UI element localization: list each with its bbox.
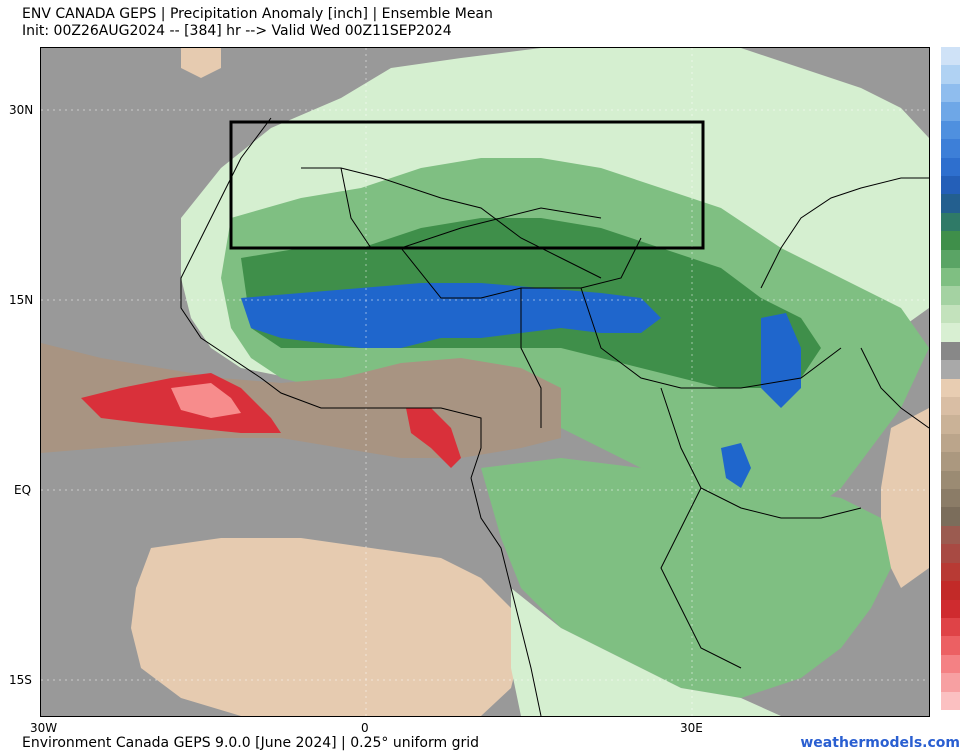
dry-anomaly-cameroon — [406, 408, 461, 468]
rain-core-blue — [241, 283, 661, 348]
grid-lines — [41, 48, 929, 716]
ocean-tan-northwest — [181, 48, 221, 78]
map-area[interactable] — [40, 47, 930, 717]
colorbar-swatch — [941, 194, 960, 214]
land-southern-africa — [511, 588, 781, 716]
colorbar-swatch — [941, 636, 960, 656]
colorbar-swatch — [941, 562, 960, 582]
map-subtitle: Init: 00Z26AUG2024 -- [384] hr --> Valid… — [22, 23, 452, 39]
colorbar-swatch — [941, 544, 960, 564]
model-info-footer: Environment Canada GEPS 9.0.0 [June 2024… — [22, 735, 479, 751]
colorbar-swatch — [941, 378, 960, 398]
colorbar-swatch — [941, 139, 960, 158]
colorbar-swatch — [941, 452, 960, 472]
colorbar-swatch — [941, 654, 960, 674]
lat-label-eq: EQ — [14, 483, 32, 497]
site-link[interactable]: weathermodels.com — [800, 735, 960, 751]
colorbar-swatch — [941, 489, 960, 508]
colorbar-swatch — [941, 231, 960, 251]
colorbar-swatch — [941, 323, 960, 343]
ocean-tan-east — [881, 408, 929, 588]
lon-label-30w: 30W — [30, 721, 58, 735]
country-borders — [180, 117, 929, 716]
lon-label-0: 0 — [361, 721, 369, 735]
lat-label-15n: 15N — [9, 293, 34, 307]
colorbar-swatch — [941, 396, 960, 416]
colorbar-swatch — [941, 83, 960, 103]
colorbar-swatch — [941, 212, 960, 232]
dry-anomaly-west-core — [171, 383, 241, 418]
colorbar-swatch — [941, 507, 960, 527]
highlight-region-box — [229, 120, 705, 250]
colorbar-swatch — [941, 581, 960, 600]
colorbar-swatch — [941, 268, 960, 287]
colorbar-swatch — [941, 249, 960, 269]
colorbar-swatch — [941, 47, 960, 66]
colorbar-swatch — [941, 175, 960, 195]
colorbar-swatch — [941, 599, 960, 619]
colorbar-swatch — [941, 525, 960, 545]
colorbar-swatch — [941, 470, 960, 490]
colorbar-swatch — [941, 360, 960, 379]
lat-label-15s: 15S — [9, 673, 32, 687]
colorbar-swatch — [941, 433, 960, 453]
colorbar-swatch — [941, 286, 960, 306]
colorbar-swatch — [941, 304, 960, 324]
map-title: ENV CANADA GEPS | Precipitation Anomaly … — [22, 6, 493, 22]
colorbar-swatch — [941, 157, 960, 177]
ocean-tan-anomaly — [131, 538, 521, 716]
colorbar-swatch — [941, 65, 960, 85]
colorbar-legend — [941, 47, 960, 711]
colorbar-swatch — [941, 673, 960, 693]
colorbar-swatch — [941, 102, 960, 122]
colorbar-swatch — [941, 617, 960, 637]
colorbar-swatch — [941, 691, 960, 711]
lat-label-30n: 30N — [9, 103, 34, 117]
title-block: ENV CANADA GEPS | Precipitation Anomaly … — [22, 6, 493, 40]
rain-core-east-africa — [721, 443, 751, 488]
lon-label-30e: 30E — [680, 721, 703, 735]
rain-core-blue-east — [761, 313, 801, 408]
colorbar-swatch — [941, 120, 960, 140]
colorbar-swatch — [941, 415, 960, 435]
colorbar-swatch — [941, 341, 960, 361]
